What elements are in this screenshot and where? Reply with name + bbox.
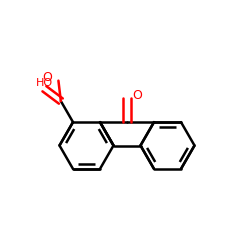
Text: O: O	[132, 89, 142, 102]
Text: HO: HO	[36, 78, 54, 88]
Text: O: O	[42, 71, 52, 84]
